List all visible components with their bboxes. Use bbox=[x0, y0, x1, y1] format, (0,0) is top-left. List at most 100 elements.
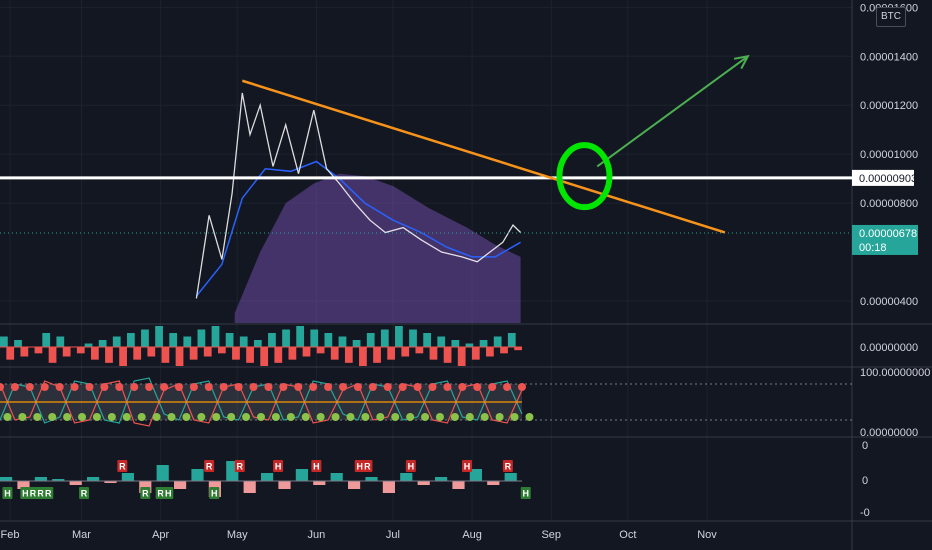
histogram-bar-positive bbox=[197, 329, 206, 347]
price-area-series bbox=[234, 173, 521, 323]
oscillator-sell-dot bbox=[309, 383, 318, 391]
bar-countdown-text: 00:18 bbox=[859, 242, 887, 254]
oscillator-buy-dot bbox=[376, 413, 385, 421]
histogram-bar-positive bbox=[409, 329, 417, 347]
signal-histogram-bar bbox=[382, 481, 395, 493]
histogram-bar-positive bbox=[451, 340, 460, 347]
histogram-bar-negative bbox=[443, 347, 452, 363]
histogram-bar-negative bbox=[217, 347, 226, 354]
signal-marker-label: R bbox=[37, 489, 44, 499]
signal-marker-box bbox=[27, 487, 38, 499]
oscillator-sell-dot bbox=[219, 383, 228, 391]
signal-histogram-bar bbox=[330, 473, 343, 481]
histogram-bar-negative bbox=[514, 347, 522, 351]
time-axis-tick-label: Aug bbox=[462, 529, 482, 541]
oscillator-sell-dot bbox=[324, 383, 333, 391]
time-axis-tick-label: Oct bbox=[619, 529, 636, 541]
histogram-bar-negative bbox=[189, 347, 198, 360]
histogram-bar-positive bbox=[225, 333, 234, 347]
signal-marker-label: H bbox=[22, 489, 29, 499]
signal-marker-box bbox=[140, 487, 151, 499]
oscillator-buy-dot bbox=[480, 413, 489, 421]
signal-histogram-bar bbox=[69, 481, 82, 485]
signal-marker-label: R bbox=[237, 462, 244, 472]
signal-histogram-bar bbox=[313, 481, 326, 485]
signal-histogram-bar bbox=[295, 469, 308, 481]
oscillator-buy-dot bbox=[63, 413, 72, 421]
histogram-bar-negative bbox=[344, 347, 353, 363]
histogram-bar-negative bbox=[105, 347, 113, 363]
signal-marker-label: R bbox=[364, 462, 371, 472]
histogram-axis-tick-label: 0.00000000 bbox=[860, 342, 918, 354]
oscillator-buy-dot bbox=[525, 413, 534, 421]
oscillator-buy-dot bbox=[510, 413, 519, 421]
signal-marker-label: H bbox=[408, 462, 415, 472]
projection-arrow-head bbox=[733, 54, 750, 70]
price-axis-tick-label: 0.00001400 bbox=[860, 51, 918, 63]
histogram-bar-positive bbox=[183, 336, 192, 347]
oscillator-sell-dot bbox=[398, 383, 407, 391]
oscillator-sell-dot bbox=[85, 383, 94, 391]
histogram-bar-positive bbox=[155, 326, 163, 347]
histogram-bar-negative bbox=[119, 347, 127, 366]
oscillator-sell-dot bbox=[518, 383, 526, 391]
histogram-bar-negative bbox=[90, 347, 99, 360]
oscillator-sell-dot bbox=[189, 383, 198, 391]
signal-marker-label: R bbox=[119, 462, 126, 472]
histogram-bar-negative bbox=[359, 347, 367, 366]
signal-marker-box bbox=[20, 487, 31, 499]
signal-marker-label: H bbox=[522, 489, 529, 499]
signal-histogram-bar bbox=[365, 477, 378, 481]
oscillator-sell-dot bbox=[249, 383, 258, 391]
time-axis-tick-label: Jul bbox=[386, 529, 400, 541]
time-axis-tick-label: Nov bbox=[697, 529, 717, 541]
signal-marker-box bbox=[155, 487, 166, 499]
signal-marker-label: H bbox=[357, 462, 364, 472]
projection-arrow-line bbox=[596, 55, 749, 168]
histogram-bar-positive bbox=[84, 343, 93, 347]
oscillator-sell-dot bbox=[115, 383, 124, 391]
oscillator-sell-dot bbox=[55, 383, 64, 391]
oscillator-sell-dot bbox=[473, 383, 482, 391]
signal-marker-label: R bbox=[157, 489, 164, 499]
time-axis-tick-label: May bbox=[227, 529, 248, 541]
oscillator-sell-dot bbox=[383, 383, 392, 391]
oscillator-sell-dot bbox=[264, 383, 273, 391]
oscillator-buy-dot bbox=[33, 413, 42, 421]
histogram-bar-negative bbox=[246, 347, 254, 363]
signal-marker-box bbox=[462, 460, 473, 472]
histogram-bar-positive bbox=[493, 336, 502, 347]
signal-marker-label: R bbox=[81, 489, 88, 499]
oscillator-sell-dot bbox=[458, 383, 467, 391]
oscillator-buy-dot bbox=[421, 413, 430, 421]
time-axis-tick-label: Feb bbox=[1, 529, 20, 541]
price-axis-tick-label: 0.00001200 bbox=[860, 100, 918, 112]
signal-histogram-bar bbox=[243, 481, 256, 493]
oscillator-sell-dot bbox=[443, 383, 452, 391]
histogram-bar-positive bbox=[380, 329, 389, 347]
oscillator-buy-dot bbox=[78, 413, 87, 421]
oscillator-buy-dot bbox=[316, 413, 325, 421]
oscillator-line-1 bbox=[0, 377, 523, 424]
last-price-badge-text: 0.00000678 bbox=[859, 228, 917, 240]
histogram-bar-positive bbox=[14, 340, 22, 347]
signal-marker-label: R bbox=[30, 489, 37, 499]
oscillator-sell-dot bbox=[10, 383, 19, 391]
histogram-bar-negative bbox=[302, 347, 311, 357]
time-axis-tick-label: Apr bbox=[152, 529, 169, 541]
histogram-bar-positive bbox=[437, 336, 446, 347]
signal-marker-box bbox=[2, 487, 13, 499]
oscillator-buy-dot bbox=[3, 413, 12, 421]
signal-marker-box bbox=[362, 460, 373, 472]
oscillator-sell-dot bbox=[234, 383, 243, 391]
histogram-bar-positive bbox=[239, 336, 248, 347]
signal-marker-label: H bbox=[211, 489, 218, 499]
oscillator-sell-dot bbox=[353, 383, 362, 391]
histogram-bar-positive bbox=[56, 336, 65, 347]
oscillator-buy-dot bbox=[286, 413, 295, 421]
oscillator-sell-dot bbox=[503, 383, 512, 391]
histogram-bar-positive bbox=[423, 333, 432, 347]
histogram-bar-positive bbox=[253, 340, 262, 347]
